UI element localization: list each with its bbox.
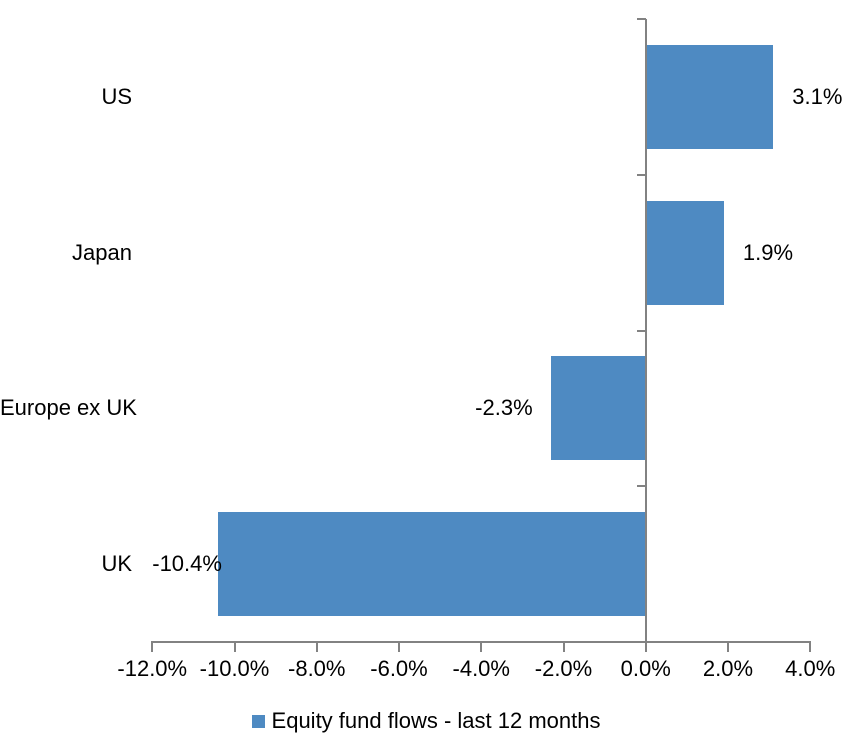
- category-label: Japan: [72, 239, 132, 265]
- category-axis-tick: [636, 485, 646, 488]
- x-axis-tick: [562, 641, 565, 652]
- x-tick-label: 2.0%: [702, 656, 754, 681]
- bar-value-label: -2.3%: [475, 395, 533, 421]
- x-tick-label: -10.0%: [199, 656, 270, 681]
- x-axis-tick: [315, 641, 318, 652]
- x-axis-tick: [151, 641, 154, 652]
- bar-uk: [218, 512, 646, 617]
- category-axis-tick: [636, 18, 646, 20]
- bar-japan: [645, 200, 724, 305]
- x-axis-tick: [233, 641, 236, 652]
- x-axis-tick: [398, 641, 400, 652]
- x-tick-label: 4.0%: [785, 656, 836, 681]
- bar-europe-ex-uk: [551, 356, 646, 461]
- x-tick-label: -6.0%: [370, 656, 428, 681]
- x-tick-label: -12.0%: [117, 656, 188, 681]
- y-axis-zero-line: [644, 19, 647, 652]
- category-axis-tick: [636, 173, 646, 176]
- bar-value-label: -10.4%: [152, 551, 222, 577]
- legend-series-label: Equity fund flows - last 12 months: [271, 708, 601, 733]
- legend-series-marker-icon: [251, 714, 265, 728]
- x-tick-label: -8.0%: [288, 656, 346, 681]
- legend: Equity fund flows - last 12 months: [0, 708, 852, 734]
- category-axis-tick: [636, 329, 646, 332]
- category-label: UK: [101, 551, 132, 577]
- category-label: US: [101, 83, 132, 109]
- x-axis-tick: [727, 641, 729, 652]
- bar-value-label: 1.9%: [742, 239, 794, 265]
- bar-us: [645, 44, 774, 149]
- category-label: Europe ex UK: [0, 395, 137, 421]
- x-axis-tick: [480, 641, 483, 652]
- x-tick-label: -4.0%: [452, 656, 510, 681]
- bar-value-label: 3.1%: [792, 83, 843, 109]
- x-axis-tick: [809, 641, 812, 652]
- x-tick-label: -2.0%: [534, 656, 593, 681]
- x-tick-label: 0.0%: [620, 656, 671, 681]
